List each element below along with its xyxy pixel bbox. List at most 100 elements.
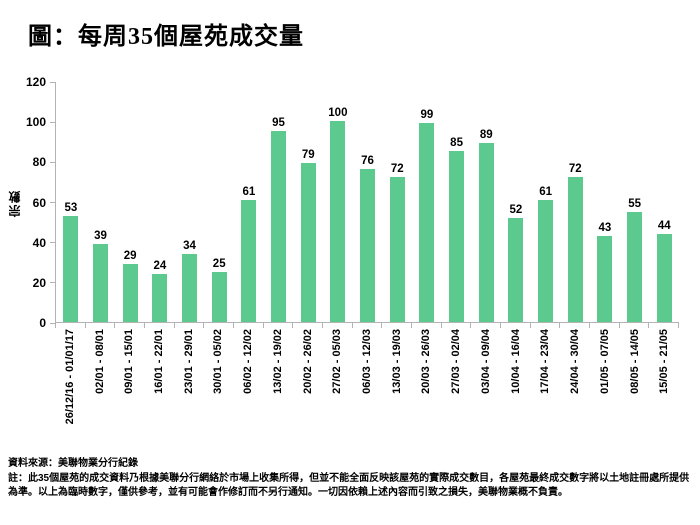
x-tick-mark <box>55 323 86 328</box>
x-category-label-text: 02/01 - 08/01 <box>93 329 106 394</box>
bar-column: 44 <box>649 82 679 322</box>
x-tick-mark <box>86 323 116 328</box>
bar <box>360 169 376 322</box>
x-category-label: 02/01 - 08/01 <box>85 329 115 394</box>
bar-column: 39 <box>86 82 116 322</box>
x-category-label-text: 06/02 - 12/02 <box>242 329 255 394</box>
source-note: 資料來源：美聯物業分行紀錄 <box>8 458 138 469</box>
x-category-label: 06/03 - 12/03 <box>352 329 382 394</box>
x-tick-mark <box>234 323 264 328</box>
y-tick-mark <box>50 81 55 83</box>
x-category-label-text: 15/05 - 21/05 <box>658 329 671 394</box>
bar-value-label: 72 <box>568 163 582 176</box>
bar <box>271 131 287 322</box>
y-tick-label: 0 <box>39 316 46 330</box>
x-category-label-text: 01/05 - 07/05 <box>598 329 611 394</box>
bar <box>182 253 198 322</box>
x-category-label-text: 13/03 - 19/03 <box>390 329 403 394</box>
y-tick-mark <box>50 121 55 123</box>
x-category-label-text: 24/04 - 30/04 <box>569 329 582 394</box>
bar <box>656 233 672 322</box>
x-tick-mark <box>204 323 235 328</box>
x-category-label: 13/03 - 19/03 <box>382 329 412 394</box>
bar-column: 61 <box>531 82 561 322</box>
y-tick-label: 120 <box>25 75 46 89</box>
x-category-label: 24/04 - 30/04 <box>560 329 590 394</box>
x-category-label-text: 03/04 - 09/04 <box>479 329 492 394</box>
y-tick-mark <box>50 161 55 163</box>
bar <box>508 217 524 322</box>
plot-area: 53 39 29 24 34 25 61 95 79 100 76 72 99 85 89 52 61 72 43 5… <box>55 82 679 323</box>
x-category-label: 20/03 - 26/03 <box>412 329 442 394</box>
x-tick-mark <box>471 323 502 328</box>
x-category-label: 26/12/16 - 01/01/17 <box>55 329 85 424</box>
x-tick-mark <box>353 323 383 328</box>
x-axis-ticks <box>55 323 680 328</box>
x-category-label: 03/04 - 09/04 <box>471 329 501 394</box>
bar-column: 53 <box>56 82 86 322</box>
bar-column: 79 <box>293 82 323 322</box>
bar-column: 55 <box>620 82 650 322</box>
x-category-label: 27/03 - 02/04 <box>441 329 471 394</box>
x-category-label-text: 06/03 - 12/03 <box>361 329 374 394</box>
x-tick-mark <box>560 323 591 328</box>
x-tick-mark <box>323 323 353 328</box>
x-category-label: 10/04 - 16/04 <box>501 329 531 394</box>
x-category-label: 15/05 - 21/05 <box>649 329 679 394</box>
bar-column: 85 <box>442 82 472 322</box>
y-tick-label: 20 <box>32 275 46 290</box>
bar-column: 76 <box>353 82 383 322</box>
bar-column: 43 <box>590 82 620 322</box>
x-category-label-text: 10/04 - 16/04 <box>509 329 522 394</box>
y-tick: 0 <box>8 315 55 331</box>
x-category-label: 17/04 - 23/04 <box>531 329 561 394</box>
x-category-label-text: 26/12/16 - 01/01/17 <box>63 329 76 425</box>
x-category-label-text: 13/02 - 19/02 <box>271 329 284 394</box>
bar <box>211 271 227 322</box>
bar <box>330 121 346 322</box>
x-tick-mark <box>175 323 205 328</box>
x-category-label: 01/05 - 07/05 <box>590 329 620 394</box>
chart-title: 圖：每周35個屋苑成交量 <box>28 24 304 50</box>
bar-column: 99 <box>412 82 442 322</box>
x-axis-labels: 26/12/16 - 01/01/17 02/01 - 08/01 09/01 - … <box>55 329 679 424</box>
bar-column: 29 <box>115 82 145 322</box>
x-tick-mark <box>590 323 620 328</box>
bar-value-label: 29 <box>123 249 137 262</box>
bar <box>449 151 465 322</box>
y-tick-mark <box>50 202 55 203</box>
x-category-label: 23/01 - 29/01 <box>174 329 204 394</box>
bar <box>597 235 613 322</box>
bar-value-label: 61 <box>242 185 256 198</box>
bar-value-label: 44 <box>657 219 671 232</box>
disclaimer-note: 註：此35個屋苑的成交資料乃根據美聯分行網絡於市場上收集所得，但並不能全面反映該… <box>8 472 690 499</box>
x-category-label: 08/05 - 14/05 <box>620 329 650 394</box>
y-tick: 100 <box>8 114 55 130</box>
y-tick: 20 <box>8 275 55 291</box>
x-tick-mark <box>264 323 294 328</box>
y-tick-label: 100 <box>25 115 46 130</box>
footer: 資料來源：美聯物業分行紀錄 註：此35個屋苑的成交資料乃根據美聯分行網絡於市場上… <box>8 457 695 501</box>
bar-value-label: 24 <box>153 259 167 272</box>
bar-value-label: 100 <box>328 107 348 120</box>
y-tick-label: 60 <box>32 195 46 210</box>
y-tick: 80 <box>8 154 55 170</box>
bar-value-label: 61 <box>539 185 552 198</box>
y-tick-label: 40 <box>32 235 46 250</box>
x-tick-mark <box>115 323 146 328</box>
x-tick-mark <box>649 323 680 328</box>
y-tick: 60 <box>8 195 55 211</box>
bar-value-label: 72 <box>390 163 404 176</box>
bar <box>63 215 79 322</box>
bar-value-label: 76 <box>361 155 374 168</box>
bar-series: 53 39 29 24 34 25 61 95 79 100 76 72 99 85 89 52 61 72 43 5… <box>56 82 679 322</box>
x-category-label-text: 08/05 - 14/05 <box>628 329 641 394</box>
bar-column: 95 <box>264 82 294 322</box>
x-category-label-text: 20/02 - 26/02 <box>301 329 314 394</box>
bar-column: 72 <box>560 82 590 322</box>
bar-value-label: 95 <box>272 117 285 130</box>
bar-value-label: 52 <box>509 203 523 216</box>
x-tick-mark <box>293 323 324 328</box>
bar <box>241 199 257 322</box>
